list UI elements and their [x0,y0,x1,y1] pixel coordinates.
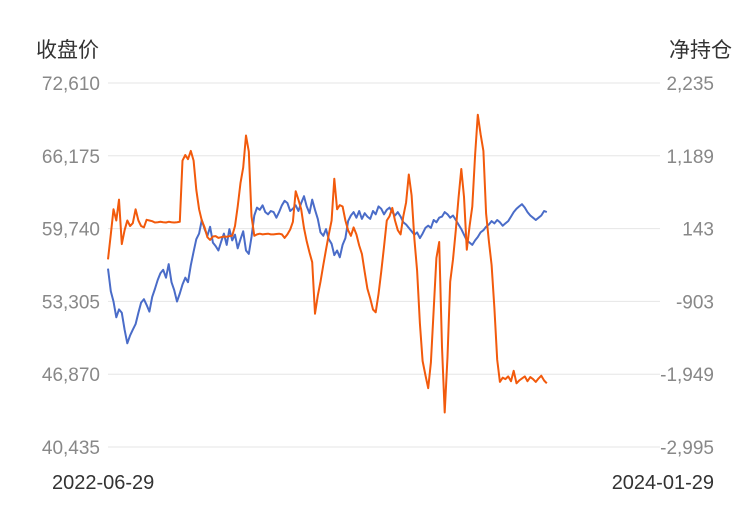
close-price-line [107,195,548,345]
left-tick-label: 40,435 [42,438,100,459]
left-tick-label: 46,870 [42,365,100,386]
x-end-date: 2024-01-29 [612,472,714,494]
tick-labels: 72,610 2,235 66,175 1,189 59,740 143 53,305 -90… [42,74,714,459]
right-tick-label: 1,189 [666,147,714,168]
x-start-date: 2022-06-29 [52,472,154,494]
net-position-line [107,113,548,414]
right-tick-label: 143 [682,220,714,241]
left-tick-label: 59,740 [42,220,100,241]
chart-grid [108,82,660,448]
right-tick-label: -2,995 [660,438,714,459]
right-tick-label: -903 [676,292,714,313]
right-tick-label: 2,235 [666,74,714,95]
left-axis-title: 收盘价 [36,38,99,62]
left-tick-label: 72,610 [42,74,100,95]
right-tick-label: -1,949 [660,365,714,386]
right-axis-title: 净持仓 [669,38,732,62]
left-tick-label: 53,305 [42,292,100,313]
chart-lines [107,113,548,414]
left-tick-label: 66,175 [42,147,100,168]
